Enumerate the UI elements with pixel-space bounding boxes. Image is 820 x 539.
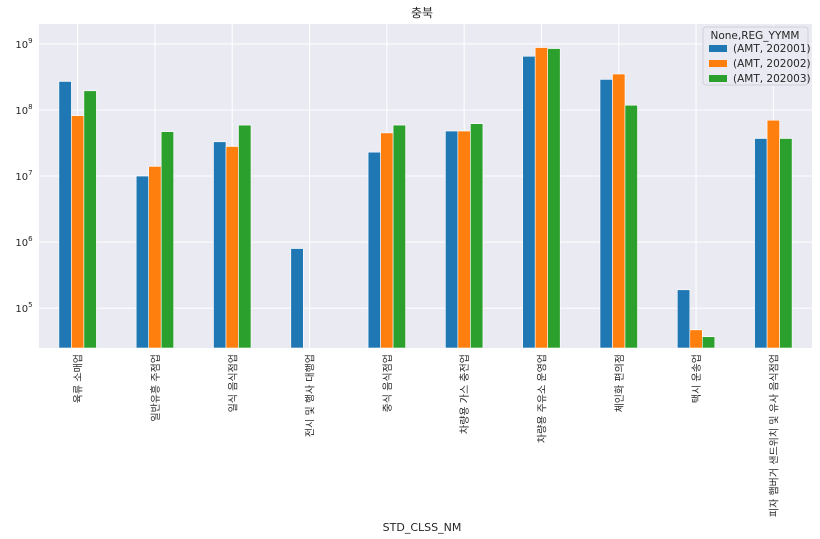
bar bbox=[612, 73, 626, 349]
x-tick-label: 중식 음식점업 bbox=[381, 354, 394, 412]
bar bbox=[148, 166, 162, 349]
legend-swatch bbox=[709, 45, 727, 52]
bar bbox=[290, 248, 304, 349]
x-tick-label: 일식 음식점업 bbox=[226, 354, 239, 412]
y-tick-exponent: 5 bbox=[28, 301, 32, 309]
y-tick-base: 10 bbox=[15, 106, 28, 117]
bar bbox=[83, 90, 97, 349]
bar bbox=[160, 131, 174, 349]
bar bbox=[213, 141, 227, 349]
legend-entry: (AMT, 202002) bbox=[733, 58, 811, 70]
bar bbox=[457, 130, 471, 349]
bar bbox=[470, 123, 484, 349]
bar bbox=[367, 151, 381, 349]
bar bbox=[392, 124, 406, 349]
bar bbox=[547, 48, 561, 349]
bar bbox=[624, 104, 638, 349]
bars bbox=[58, 47, 793, 349]
legend-swatch bbox=[709, 60, 727, 67]
bar bbox=[689, 329, 703, 349]
y-tick-label: 108 bbox=[15, 103, 32, 117]
bar bbox=[58, 81, 72, 349]
x-tick-label: 택시 운송업 bbox=[690, 354, 703, 403]
x-tick-label: 일반유흥 주점업 bbox=[149, 354, 162, 422]
x-tick-label: 체인화 편의점 bbox=[614, 354, 626, 412]
x-axis-ticks: 육류 소매업 일반유흥 주점업 일식 음식점업 전시 및 행사 대행업 중식 음식점업 차… bbox=[72, 354, 781, 517]
y-tick-label: 107 bbox=[15, 169, 32, 183]
bar bbox=[779, 138, 793, 349]
y-tick-exponent: 6 bbox=[28, 235, 33, 243]
x-tick-label: 육류 소매업 bbox=[72, 354, 85, 403]
y-tick-exponent: 8 bbox=[28, 103, 32, 111]
x-tick-label: 피자 햄버거 샌드위치 및 유사 음식점업 bbox=[767, 354, 780, 517]
bar bbox=[599, 79, 613, 349]
bar bbox=[445, 130, 459, 349]
bar bbox=[701, 336, 716, 349]
legend-box bbox=[702, 26, 809, 86]
bar bbox=[676, 289, 691, 349]
bar bbox=[522, 55, 536, 349]
legend-entry: (AMT, 202003) bbox=[733, 73, 811, 85]
bar bbox=[238, 124, 252, 349]
legend: None,REG_YYMM (AMT, 202001) (AMT, 202002)… bbox=[702, 26, 811, 86]
bar bbox=[71, 115, 85, 349]
y-tick-exponent: 7 bbox=[28, 169, 32, 177]
bar bbox=[766, 119, 780, 349]
bar bbox=[225, 146, 239, 349]
x-tick-label: 전시 및 행사 대행업 bbox=[304, 354, 317, 437]
x-axis-label: STD_CLSS_NM bbox=[383, 521, 462, 534]
x-tick-label: 차량용 가스 충전업 bbox=[458, 354, 471, 434]
x-tick-label: 차량용 주유소 운영업 bbox=[535, 354, 548, 443]
y-tick-base: 10 bbox=[15, 172, 28, 183]
y-tick-label: 105 bbox=[15, 301, 32, 315]
y-tick-label: 109 bbox=[15, 37, 32, 51]
chart-title: 충북 bbox=[411, 6, 433, 20]
bar bbox=[135, 175, 149, 349]
y-tick-base: 10 bbox=[15, 40, 28, 51]
y-tick-base: 10 bbox=[15, 304, 28, 315]
bar bbox=[534, 47, 549, 349]
legend-title: None,REG_YYMM bbox=[711, 30, 800, 42]
y-tick-exponent: 9 bbox=[28, 37, 32, 45]
legend-entry: (AMT, 202001) bbox=[733, 43, 811, 55]
y-tick-base: 10 bbox=[15, 238, 28, 249]
y-tick-label: 106 bbox=[15, 235, 33, 249]
legend-swatch bbox=[709, 75, 727, 82]
bar bbox=[754, 138, 768, 349]
bar bbox=[380, 132, 394, 349]
